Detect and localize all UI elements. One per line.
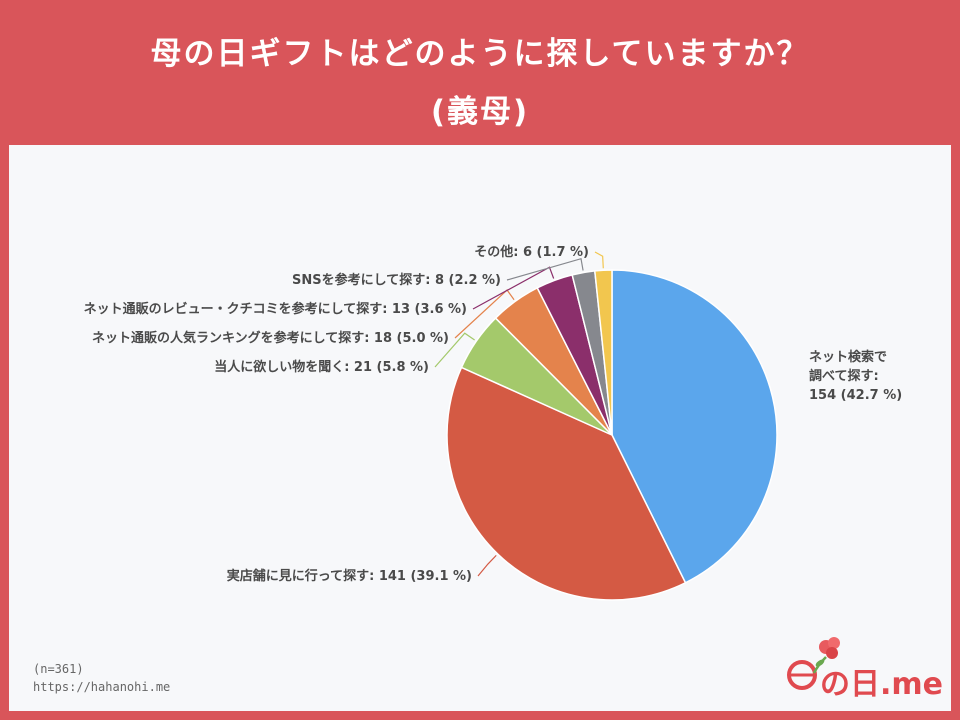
carnation-icon [787, 637, 840, 690]
slice-label: ネット検索で [809, 349, 887, 365]
header: 母の日ギフトはどのように探していますか？ (義母) [0, 0, 960, 145]
slice-label: 当人に欲しい物を聞く: 21 (5.8 %) [214, 359, 429, 375]
leader-line [477, 554, 497, 577]
slice-label: 154 (42.7 %) [809, 388, 902, 403]
source-url: https://hahanohi.me [33, 680, 171, 694]
pie-slice[interactable] [593, 269, 613, 436]
leader-line [594, 251, 604, 269]
slice-label: ネット通販の人気ランキングを参考にして探す: 18 (5.0 %) [92, 330, 449, 346]
slice-label: 実店舗に見に行って探す: 141 (39.1 %) [227, 568, 472, 584]
pie-slice[interactable] [446, 366, 687, 601]
logo-text: の日.me [820, 667, 944, 702]
slice-label: SNSを参考にして探す: 8 (2.2 %) [292, 272, 501, 288]
chart-title: 母の日ギフトはどのように探していますか？ [150, 36, 810, 72]
slice-label: その他: 6 (1.7 %) [474, 244, 589, 260]
slice-label: 調べて探す: [809, 368, 879, 384]
pie-slice[interactable] [611, 269, 778, 584]
site-logo[interactable]: の日.me [774, 635, 944, 702]
leader-line [506, 257, 584, 281]
chart-panel: ネット検索で 調べて探す: 154 (42.7 %) 実店舗に見に行って探す: 141… [9, 145, 951, 711]
chart-subtitle: (義母) [430, 94, 530, 130]
slice-label: ネット通販のレビュー・クチコミを参考にして探す: 13 (3.6 %) [84, 301, 467, 317]
sample-size: (n=361) [33, 662, 84, 676]
leader-line [434, 332, 475, 368]
